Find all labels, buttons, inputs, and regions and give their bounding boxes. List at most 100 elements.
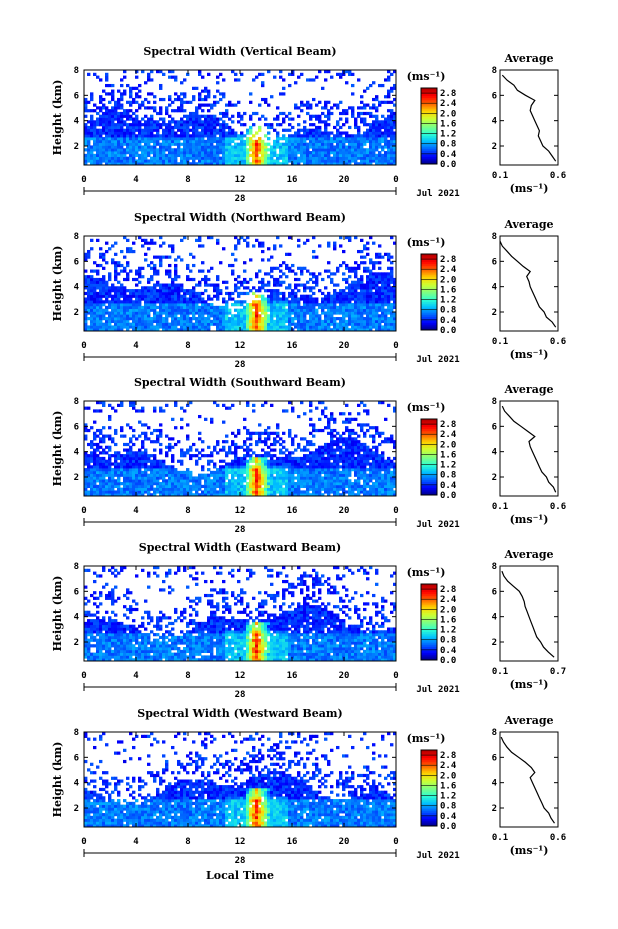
heatmap-cell bbox=[162, 291, 166, 296]
heatmap-cell bbox=[273, 311, 277, 315]
heatmap-cell bbox=[318, 134, 322, 138]
heatmap-cell bbox=[276, 294, 280, 298]
heatmap-cell bbox=[84, 406, 88, 410]
heatmap-cell bbox=[138, 300, 142, 304]
heatmap-cell bbox=[219, 128, 223, 132]
heatmap-cell bbox=[93, 465, 97, 469]
heatmap-cell bbox=[354, 314, 358, 318]
colorbar-tick-label: 0.0 bbox=[440, 326, 456, 336]
heatmap-cell bbox=[324, 311, 328, 315]
heatmap-cell bbox=[183, 289, 187, 293]
heatmap-cell bbox=[237, 111, 241, 116]
heatmap-cell bbox=[330, 303, 334, 307]
heatmap-cell bbox=[201, 151, 205, 155]
heatmap-cell bbox=[381, 314, 385, 318]
heatmap-cell bbox=[255, 238, 259, 242]
heatmap-cell bbox=[168, 473, 172, 477]
heatmap-cell bbox=[174, 325, 178, 329]
heatmap-cell bbox=[318, 322, 322, 326]
heatmap-cell bbox=[237, 476, 241, 480]
heatmap-cell bbox=[129, 305, 133, 310]
heatmap-cell bbox=[234, 465, 238, 469]
heatmap-cell bbox=[393, 314, 397, 318]
heatmap-cell bbox=[153, 125, 157, 130]
heatmap-cell bbox=[204, 103, 208, 107]
heatmap-cell bbox=[345, 236, 349, 240]
heatmap-cell bbox=[258, 142, 262, 146]
heatmap-cell bbox=[216, 100, 220, 104]
heatmap-cell bbox=[270, 151, 274, 155]
heatmap-cell bbox=[129, 451, 133, 455]
heatmap-cell bbox=[141, 454, 145, 458]
heatmap-cell bbox=[165, 479, 169, 483]
heatmap-cell bbox=[132, 156, 136, 160]
heatmap-cell bbox=[105, 468, 109, 472]
heatmap-cell bbox=[351, 291, 355, 296]
heatmap-cell bbox=[348, 153, 352, 158]
heatmap-cell bbox=[207, 131, 211, 135]
heatmap-cell bbox=[201, 322, 205, 326]
heatmap-cell bbox=[189, 476, 193, 480]
heatmap-cell bbox=[240, 311, 244, 315]
heatmap-cell bbox=[99, 142, 103, 146]
heatmap-cell bbox=[99, 476, 103, 480]
heatmap-cell bbox=[189, 111, 193, 116]
colorbar-swatch bbox=[421, 322, 437, 325]
heatmap-cell bbox=[357, 139, 361, 144]
heatmap-cell bbox=[270, 297, 274, 301]
heatmap-cell bbox=[105, 83, 109, 88]
heatmap-cell bbox=[126, 139, 130, 144]
heatmap-cell bbox=[219, 314, 223, 318]
heatmap-cell bbox=[84, 252, 88, 256]
heatmap-cell bbox=[363, 303, 367, 307]
heatmap-cell bbox=[117, 314, 121, 318]
heatmap-cell bbox=[111, 468, 115, 472]
heatmap-cell bbox=[240, 300, 244, 304]
heatmap-cell bbox=[288, 142, 292, 146]
heatmap-cell bbox=[84, 322, 88, 326]
heatmap-cell bbox=[111, 476, 115, 480]
heatmap-cell bbox=[255, 319, 259, 324]
heatmap-cell bbox=[393, 286, 397, 290]
heatmap-cell bbox=[114, 134, 118, 138]
heatmap-cell bbox=[258, 317, 262, 321]
heatmap-cell bbox=[93, 294, 97, 298]
heatmap-cell bbox=[156, 142, 160, 146]
heatmap-cell bbox=[372, 272, 376, 276]
heatmap-cell bbox=[345, 70, 349, 74]
heatmap-cell bbox=[237, 314, 241, 318]
heatmap-cell bbox=[243, 151, 247, 155]
heatmap-cell bbox=[159, 409, 163, 413]
heatmap-cell bbox=[240, 137, 244, 141]
heatmap-cell bbox=[141, 123, 145, 127]
heatmap-cell bbox=[222, 487, 226, 491]
heatmap-cell bbox=[357, 314, 361, 318]
heatmap-cell bbox=[357, 156, 361, 160]
heatmap-cell bbox=[237, 153, 241, 158]
heatmap-cell bbox=[93, 131, 97, 135]
heatmap-cell bbox=[282, 78, 286, 82]
heatmap-cell bbox=[393, 305, 397, 310]
heatmap-cell bbox=[87, 442, 91, 447]
heatmap-cell bbox=[192, 325, 196, 329]
heatmap-cell bbox=[216, 470, 220, 475]
heatmap-cell bbox=[141, 145, 145, 149]
heatmap-cell bbox=[156, 148, 160, 152]
heatmap-cell bbox=[126, 484, 130, 489]
heatmap-cell bbox=[168, 139, 172, 144]
heatmap-cell bbox=[93, 134, 97, 138]
heatmap-cell bbox=[117, 291, 121, 296]
heatmap-cell bbox=[363, 325, 367, 329]
heatmap-cell bbox=[213, 139, 217, 144]
heatmap-cell bbox=[195, 114, 199, 118]
heatmap-cell bbox=[351, 303, 355, 307]
heatmap-cell bbox=[147, 159, 151, 163]
heatmap-cell bbox=[84, 159, 88, 163]
heatmap-cell bbox=[90, 319, 94, 324]
heatmap-cell bbox=[249, 442, 253, 447]
heatmap-cell bbox=[150, 128, 154, 132]
heatmap-cell bbox=[192, 159, 196, 163]
heatmap-cell bbox=[231, 134, 235, 138]
heatmap-cell bbox=[384, 325, 388, 329]
heatmap-cell bbox=[234, 134, 238, 138]
